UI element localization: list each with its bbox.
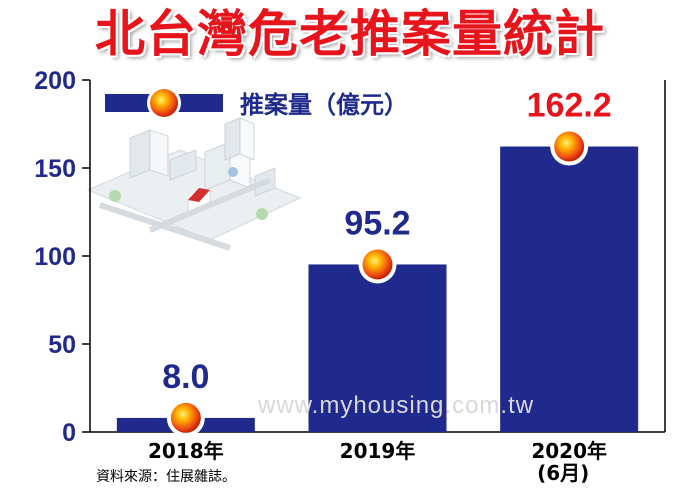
bar-marker-icon	[554, 131, 585, 162]
data-label-1: 95.2	[344, 204, 410, 242]
y-tick-label: 0	[62, 419, 76, 447]
bar-1	[308, 264, 447, 432]
data-label-2: 162.2	[527, 87, 612, 125]
data-label-0: 8.0	[162, 358, 209, 396]
y-tick-label: 50	[48, 331, 76, 359]
bar-2	[500, 146, 639, 432]
x-tick-label-2: 2020年	[531, 439, 607, 463]
watermark: www.myhousing.com.tw	[258, 392, 535, 419]
x-tick-label-1: 2019年	[340, 439, 416, 463]
y-tick-label: 100	[34, 243, 76, 271]
x-tick-label-0: 2018年	[148, 439, 224, 463]
legend: 推案量（億元）	[105, 86, 408, 120]
legend-marker-icon	[150, 89, 178, 117]
city-illustration-icon	[86, 117, 302, 251]
y-tick-label: 150	[34, 155, 76, 183]
chart-title: 北台灣危老推案量統計	[95, 4, 605, 63]
y-tick-label: 200	[34, 67, 76, 95]
source-note: 資料來源：住展雜誌。	[96, 469, 236, 485]
x-tick-label-2: (6月)	[537, 461, 589, 485]
bar-marker-icon	[170, 402, 201, 433]
legend-label: 推案量（億元）	[240, 91, 408, 119]
bar-marker-icon	[362, 249, 393, 280]
